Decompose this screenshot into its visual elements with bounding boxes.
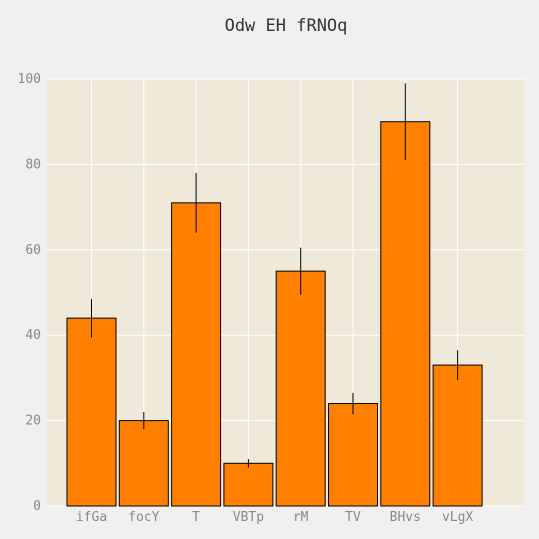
x-axis-ticks: ifGa focY T VBTp rM TV BHvs vLgX xyxy=(76,510,474,525)
bar-VBTp xyxy=(223,462,274,507)
x-tick-label: TV xyxy=(345,510,361,525)
error-bars xyxy=(91,83,459,468)
chart-title: Odw EH fRNOq xyxy=(225,16,348,36)
x-tick-label: ifGa xyxy=(76,510,107,525)
bar-T xyxy=(171,202,222,507)
y-tick-label: 80 xyxy=(25,157,41,172)
bar-BHvs xyxy=(380,121,431,507)
y-tick-label: 40 xyxy=(25,328,41,343)
x-tick-label: T xyxy=(192,510,200,525)
y-tick-label: 60 xyxy=(25,243,41,258)
bar-TV xyxy=(328,403,378,507)
x-tick-label: focY xyxy=(128,510,159,525)
bar-rM xyxy=(275,270,326,507)
x-tick-label: BHvs xyxy=(390,510,421,525)
bar-vLgX xyxy=(432,364,483,507)
y-tick-label: 20 xyxy=(25,414,41,429)
bar-ifGa xyxy=(66,317,117,507)
y-tick-label: 100 xyxy=(18,72,41,87)
x-tick-label: vLgX xyxy=(442,510,473,525)
bar-focY xyxy=(118,420,169,507)
x-tick-label: rM xyxy=(293,510,309,525)
y-tick-label: 0 xyxy=(33,499,41,514)
bars xyxy=(66,121,483,507)
x-tick-label: VBTp xyxy=(233,510,264,525)
y-axis-ticks: 0 20 40 60 80 100 xyxy=(18,72,41,514)
